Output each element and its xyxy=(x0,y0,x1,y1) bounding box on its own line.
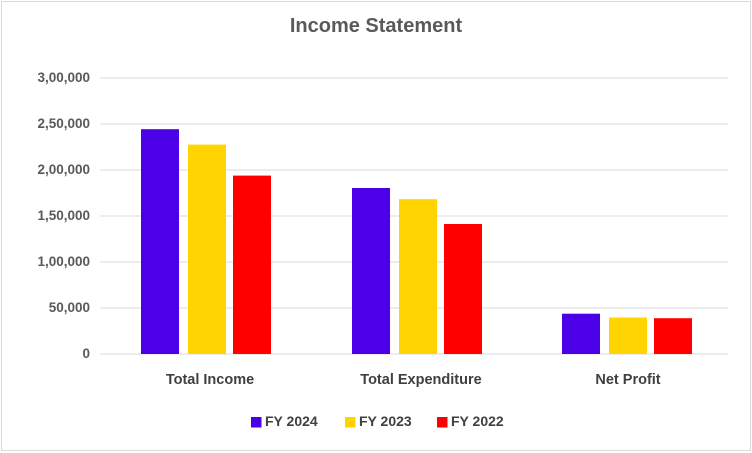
svg-text:Total Expenditure: Total Expenditure xyxy=(360,372,481,388)
svg-text:FY 2022: FY 2022 xyxy=(451,413,504,429)
svg-text:FY 2024: FY 2024 xyxy=(265,413,318,429)
svg-text:FY 2023: FY 2023 xyxy=(359,413,412,429)
svg-text:1,00,000: 1,00,000 xyxy=(37,254,90,269)
svg-text:1,50,000: 1,50,000 xyxy=(37,208,90,223)
svg-text:3,00,000: 3,00,000 xyxy=(37,70,90,85)
svg-text:0: 0 xyxy=(82,346,90,361)
svg-text:2,00,000: 2,00,000 xyxy=(37,162,90,177)
svg-text:50,000: 50,000 xyxy=(49,300,90,315)
svg-text:2,50,000: 2,50,000 xyxy=(37,116,90,131)
svg-text:Total Income: Total Income xyxy=(166,372,254,388)
svg-text:Net Profit: Net Profit xyxy=(595,372,660,388)
